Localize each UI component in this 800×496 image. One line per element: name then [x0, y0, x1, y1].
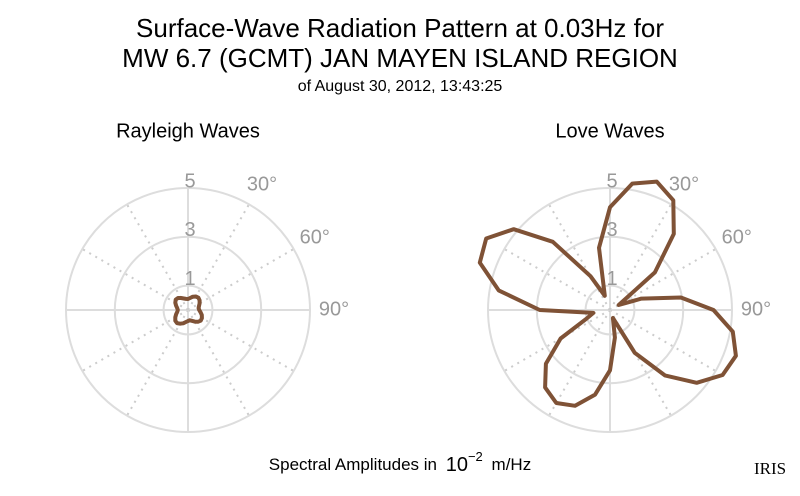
title-line: MW 6.7 (GCMT) JAN MAYEN ISLAND REGION	[122, 43, 678, 73]
plot-title: Rayleigh Waves	[116, 120, 260, 142]
r-tick-label: 1	[606, 268, 617, 290]
logo: IRIS	[754, 459, 786, 478]
footer: Spectral Amplitudes in 10−2 m/Hz	[269, 447, 531, 476]
r-tick-label: 3	[184, 219, 195, 241]
theta-tick-label: 90°	[319, 298, 349, 320]
r-tick-label: 3	[606, 219, 617, 241]
subtitle: of August 30, 2012, 13:43:25	[298, 78, 503, 95]
footer-text: Spectral Amplitudes in	[269, 455, 437, 474]
r-tick-label: 1	[184, 268, 195, 290]
theta-tick-label: 60°	[300, 226, 330, 248]
footer-unit: m/Hz	[492, 455, 532, 474]
theta-tick-label: 60°	[722, 226, 752, 248]
theta-tick-label: 30°	[247, 174, 277, 196]
plot-title: Love Waves	[555, 120, 664, 142]
footer-base: 10	[446, 454, 468, 476]
theta-tick-label: 30°	[669, 174, 699, 196]
radiation-pattern	[477, 179, 738, 408]
r-tick-label: 5	[184, 170, 195, 192]
footer-exponent: −2	[468, 449, 483, 464]
title-line: Surface-Wave Radiation Pattern at 0.03Hz…	[136, 13, 664, 43]
theta-tick-label: 90°	[741, 298, 771, 320]
r-tick-label: 5	[606, 170, 617, 192]
radiation-pattern	[173, 294, 204, 326]
